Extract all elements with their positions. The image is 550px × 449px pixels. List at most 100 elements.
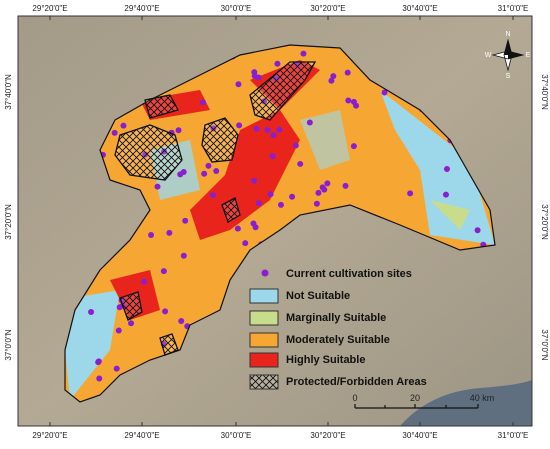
cultivation-site [344, 69, 351, 76]
cultivation-site [111, 129, 118, 136]
cultivation-site [276, 126, 283, 133]
cultivation-site [253, 125, 260, 132]
cultivation-site [324, 180, 331, 187]
cultivation-site [328, 77, 335, 84]
cultivation-site [180, 252, 187, 259]
scale-label: 40 km [470, 393, 495, 403]
legend-symbol [249, 352, 279, 368]
cultivation-site [148, 231, 155, 238]
cultivation-site [88, 308, 95, 315]
cultivation-site [113, 365, 120, 372]
cultivation-site [141, 278, 148, 285]
cultivation-site [277, 201, 284, 208]
longitude-label: 29°20'0"E [32, 4, 67, 13]
latitude-label: 37°40'0"N [540, 74, 549, 110]
cultivation-site [180, 168, 187, 175]
cultivation-site [250, 220, 257, 227]
cultivation-site [182, 217, 189, 224]
cultivation-site [160, 268, 167, 275]
cultivation-site [442, 191, 449, 198]
longitude-label: 31°0'0"E [498, 431, 529, 440]
cultivation-site [353, 102, 360, 109]
legend-symbol [249, 374, 279, 390]
north-arrow: N E S W [485, 31, 531, 80]
cultivation-site [242, 240, 249, 247]
longitude-label: 29°40'0"E [124, 4, 159, 13]
cultivation-site [201, 170, 208, 177]
map-frame [17, 15, 533, 427]
cultivation-site [251, 73, 258, 80]
scale-label: 20 [410, 393, 420, 403]
cultivation-site [115, 327, 122, 334]
longitude-label: 29°20'0"E [32, 431, 67, 440]
cultivation-site [178, 317, 185, 324]
cultivation-site [213, 168, 220, 175]
latitude-label: 37°20'0"N [540, 204, 549, 240]
cultivation-site [306, 119, 313, 126]
cultivation-site [270, 132, 277, 139]
cultivation-site [443, 166, 450, 173]
cultivation-site [407, 190, 414, 197]
latitude-label: 37°0'0"N [4, 329, 13, 360]
legend-symbol [249, 288, 279, 304]
cultivation-site [175, 127, 182, 134]
cultivation-site [267, 191, 274, 198]
cultivation-site [96, 375, 103, 382]
cultivation-site [120, 122, 127, 129]
compass-label: E [526, 52, 531, 59]
cultivation-site [162, 308, 169, 315]
legend-label: Marginally Suitable [286, 312, 386, 324]
cultivation-site [264, 126, 271, 133]
cultivation-site [209, 192, 216, 199]
compass-label: S [506, 73, 511, 80]
cultivation-site [154, 183, 161, 190]
legend-symbol [261, 269, 269, 277]
sea [400, 380, 532, 426]
legend-symbol [249, 332, 279, 348]
legend-label: Moderately Suitable [286, 334, 390, 346]
latitude-label: 37°0'0"N [540, 329, 549, 360]
cultivation-site [350, 143, 357, 150]
legend-label: Not Suitable [286, 290, 350, 302]
latitude-label: 37°20'0"N [4, 204, 13, 240]
cultivation-site [166, 229, 173, 236]
longitude-label: 30°0'0"E [221, 4, 252, 13]
cultivation-site [297, 160, 304, 167]
longitude-label: 30°40'0"E [402, 431, 437, 440]
cultivation-site [205, 162, 212, 169]
compass-label: W [485, 52, 492, 59]
legend-symbol [249, 310, 279, 326]
cultivation-site [345, 97, 352, 104]
longitude-label: 30°0'0"E [221, 431, 252, 440]
longitude-label: 30°40'0"E [402, 4, 437, 13]
latitude-label: 37°40'0"N [4, 74, 13, 110]
cultivation-site [236, 122, 243, 129]
cultivation-site [342, 182, 349, 189]
scale-bar: 0 20 40 km [352, 393, 495, 409]
cultivation-site [330, 73, 337, 80]
longitude-label: 31°0'0"E [498, 4, 529, 13]
cultivation-site [274, 60, 281, 67]
scale-label: 0 [352, 393, 357, 403]
cultivation-site [315, 189, 322, 196]
longitude-label: 30°20'0"E [310, 4, 345, 13]
cultivation-site [255, 200, 262, 207]
longitude-label: 29°40'0"E [124, 431, 159, 440]
cultivation-site [269, 153, 276, 160]
cultivation-site [289, 193, 296, 200]
cultivation-site [95, 359, 102, 366]
cultivation-site [474, 227, 481, 234]
legend-label: Protected/Forbidden Areas [286, 376, 427, 388]
legend-label: Current cultivation sites [286, 268, 412, 280]
legend: Current cultivation sites Not Suitable M… [249, 268, 427, 390]
longitude-label: 30°20'0"E [310, 431, 345, 440]
cultivation-site [251, 177, 258, 184]
cultivation-site [381, 89, 388, 96]
protected-areas [114, 61, 317, 356]
legend-label: Highly Suitable [286, 354, 365, 366]
cultivation-site [234, 225, 241, 232]
cultivation-site [292, 142, 299, 149]
cultivation-site [199, 99, 206, 106]
compass-label: N [505, 31, 510, 38]
